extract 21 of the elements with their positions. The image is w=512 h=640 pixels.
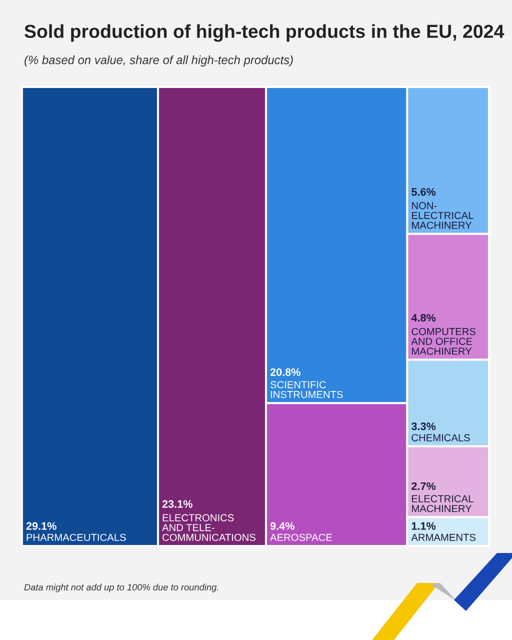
data-label: 1.1% [412,522,436,530]
category-label: CHEMICALS [412,434,470,442]
data-label: 3.3% [411,422,436,430]
data-label: 5.6% [412,188,436,196]
text: Data might not add up to 100% due to rounding. [24,584,218,592]
category-label: ARMAMENTS [411,534,476,541]
category-label: ELECTRICAL MACHINERY [412,495,474,512]
category-label: ELECTRONICS AND TELE- COMMUNICATIONS [162,514,256,541]
text: (% based on value, share of all high-tech products) [24,55,293,67]
data-label: 29.1% [26,522,56,530]
category-label: AEROSPACE [270,534,332,541]
data-label: 2.7% [412,482,436,490]
text: Sold production of high-tech products in the EU, 2024 [24,24,504,42]
category-label: PHARMACEUTICALS [26,534,126,541]
category-label: SCIENTIFIC INSTRUMENTS [270,381,343,398]
data-label: 4.8% [411,314,436,322]
data-label: 20.8% [270,368,300,376]
category-label: NON- ELECTRICAL MACHINERY [412,202,474,229]
data-label: 23.1% [162,500,192,508]
category-label: COMPUTERS AND OFFICE MACHINERY [411,328,476,355]
data-label: 9.4% [270,522,294,530]
